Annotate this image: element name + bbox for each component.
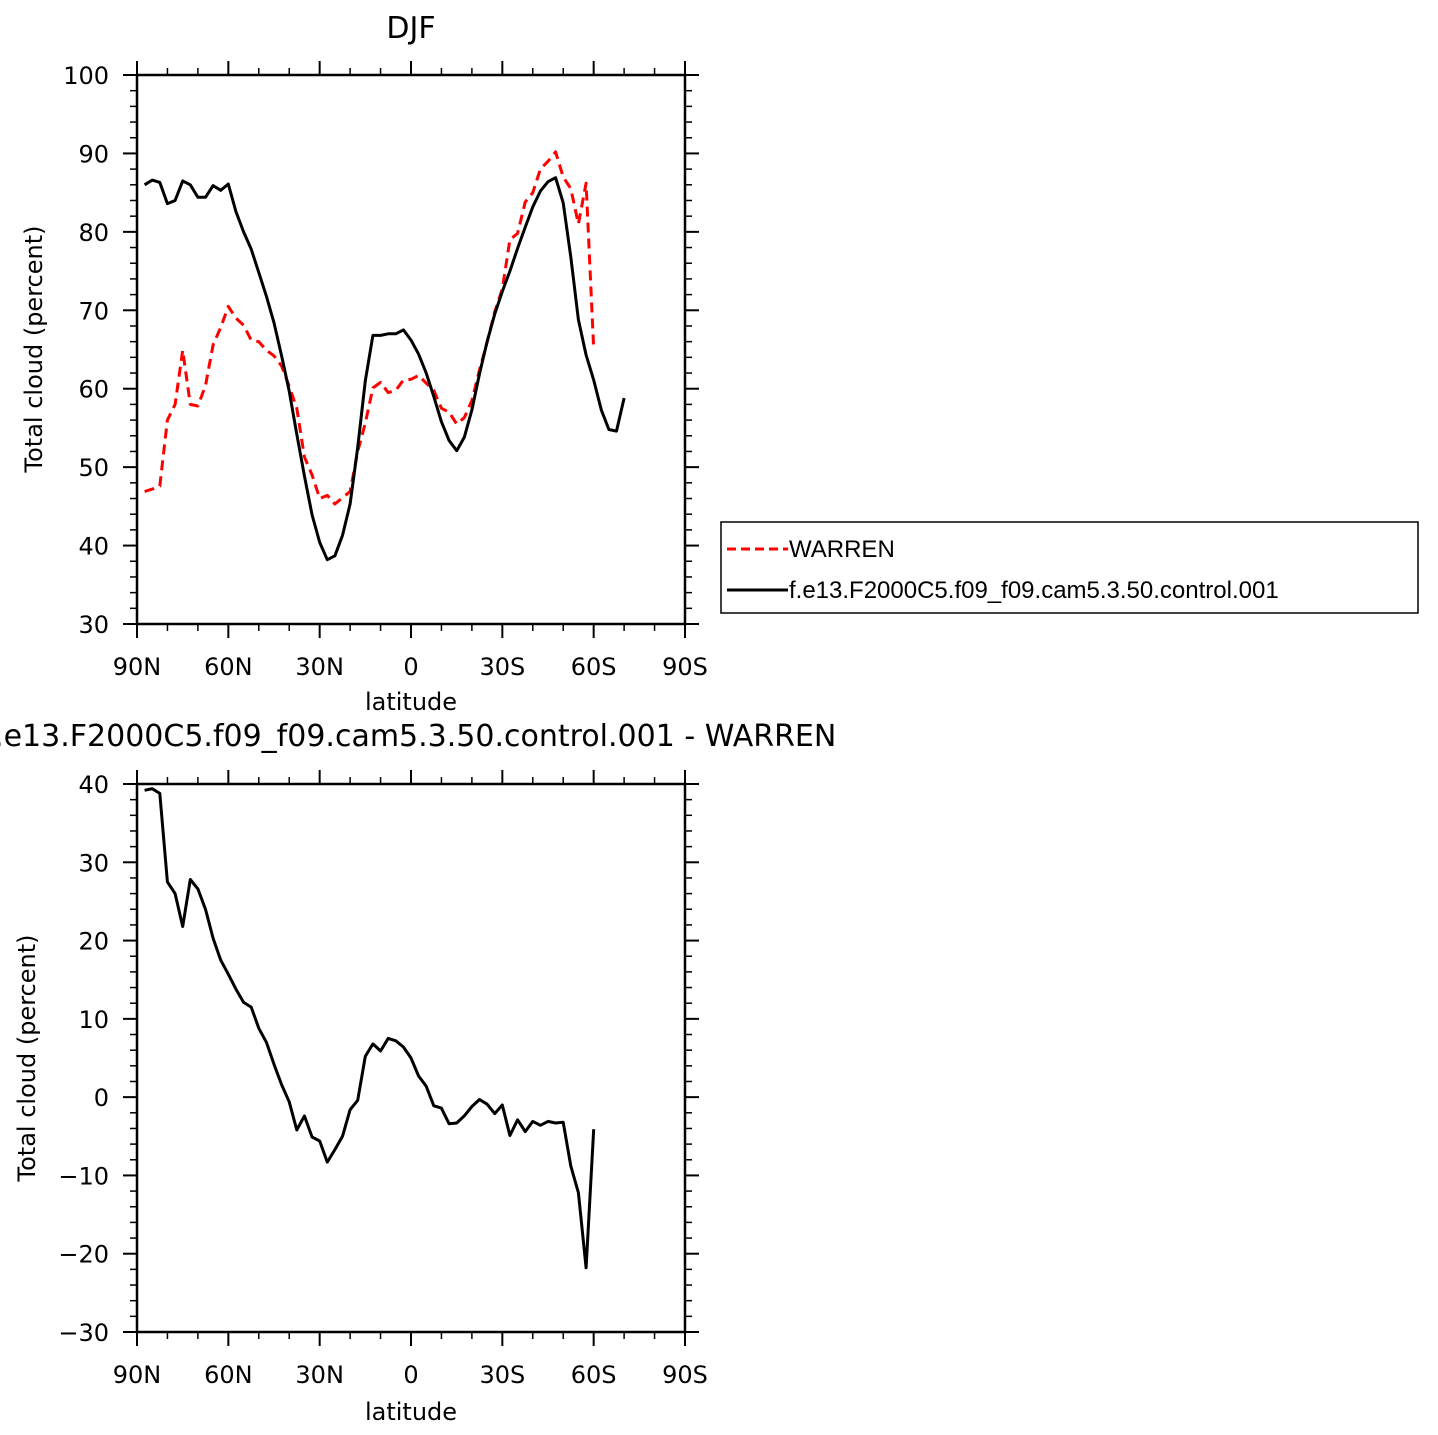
top-series (143, 150, 626, 562)
y-tick-label: 0 (94, 1084, 109, 1112)
top-y-ticks: 30 40 50 60 70 80 90 100 (63, 62, 699, 639)
y-tick-label: 50 (78, 454, 109, 482)
x-tick-label: 60S (571, 653, 617, 681)
bottom-panel: f.e13.F2000C5.f09_f09.cam5.3.50.control.… (0, 719, 836, 1426)
x-tick-label: 30N (295, 653, 344, 681)
top-x-axis-label: latitude (365, 688, 457, 716)
x-tick-label: 90N (113, 653, 162, 681)
y-tick-label: 100 (63, 62, 109, 90)
y-tick-label: 40 (78, 533, 109, 561)
y-tick-label: 80 (78, 219, 109, 247)
y-tick-label: 30 (78, 849, 109, 877)
legend-box (720, 521, 1419, 614)
bottom-x-axis-label: latitude (365, 1398, 457, 1426)
bottom-title: f.e13.F2000C5.f09_f09.cam5.3.50.control.… (0, 719, 836, 754)
bottom-y-axis-label: Total cloud (percent) (13, 935, 41, 1183)
bottom-y-ticks: −30 −20 −10 0 10 20 30 40 (58, 771, 699, 1347)
x-tick-label: 90N (113, 1361, 162, 1389)
x-tick-label: 0 (403, 1361, 418, 1389)
series-line-0 (144, 150, 596, 506)
top-title: DJF (386, 11, 435, 46)
y-tick-label: −20 (58, 1241, 109, 1269)
x-tick-label: 60S (571, 1361, 617, 1389)
y-tick-label: −10 (58, 1162, 109, 1190)
x-tick-label: 60N (204, 653, 253, 681)
x-tick-label: 90S (662, 1361, 708, 1389)
top-x-ticks: 90N 60N 30N 0 30S 60S 90S (113, 61, 708, 681)
top-plot-frame (135, 73, 687, 626)
legend-label-warren: WARREN (789, 536, 895, 563)
x-tick-label: 30S (479, 653, 525, 681)
y-tick-label: 60 (78, 376, 109, 404)
y-tick-label: 10 (78, 1006, 109, 1034)
series-line-0 (144, 787, 596, 1270)
y-tick-label: 40 (78, 771, 109, 799)
y-tick-label: 90 (78, 140, 109, 168)
bottom-x-ticks: 90N 60N 30N 0 30S 60S 90S (113, 770, 708, 1389)
series-line-1 (143, 176, 626, 562)
legend: WARREN f.e13.F2000C5.f09_f09.cam5.3.50.c… (720, 521, 1419, 614)
x-tick-label: 60N (204, 1361, 253, 1389)
x-tick-label: 30N (295, 1361, 344, 1389)
y-tick-label: 70 (78, 297, 109, 325)
y-tick-label: 20 (78, 928, 109, 956)
x-tick-label: 90S (662, 653, 708, 681)
legend-label-control: f.e13.F2000C5.f09_f09.cam5.3.50.control.… (789, 577, 1279, 604)
bottom-plot-frame (135, 782, 687, 1334)
bottom-series (144, 787, 596, 1270)
x-tick-label: 0 (403, 653, 418, 681)
top-y-axis-label: Total cloud (percent) (20, 226, 48, 474)
x-tick-label: 30S (479, 1361, 525, 1389)
y-tick-label: 30 (78, 611, 109, 639)
y-tick-label: −30 (58, 1319, 109, 1347)
